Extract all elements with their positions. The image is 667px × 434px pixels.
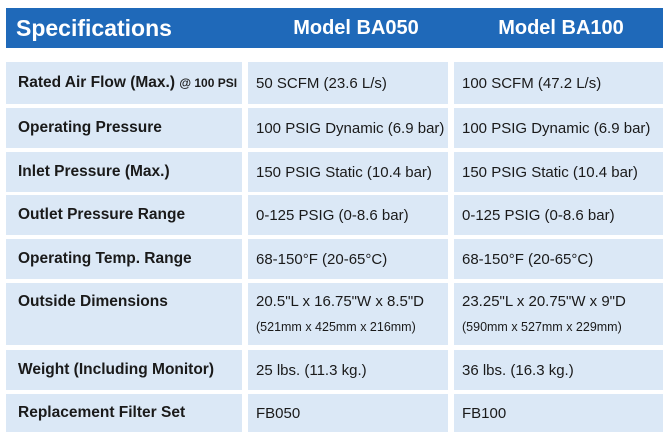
row-label-note: @ 100 PSI (179, 76, 238, 90)
cell-ba050-rated-air-flow: 50 SCFM (23.6 L/s) (248, 62, 448, 104)
cell-ba050-outlet-pressure-range: 0-125 PSIG (0-8.6 bar) (248, 195, 448, 235)
row-label-rated-air-flow: Rated Air Flow (Max.) @ 100 PSI (6, 62, 242, 104)
cell-ba050-outside-dimensions: 20.5"L x 16.75"W x 8.5"D (521mm x 425mm … (248, 283, 448, 345)
cell-ba100-outside-dimensions: 23.25"L x 20.75"W x 9"D (590mm x 527mm x… (454, 283, 663, 345)
row-label-outlet-pressure-range: Outlet Pressure Range (6, 195, 242, 235)
row-label-operating-pressure: Operating Pressure (6, 108, 242, 148)
dimensions-imperial: 23.25"L x 20.75"W x 9"D (462, 293, 626, 310)
cell-ba100-weight: 36 lbs. (16.3 kg.) (454, 350, 663, 390)
cell-ba050-inlet-pressure: 150 PSIG Static (10.4 bar) (248, 152, 448, 192)
cell-ba100-operating-temp-range: 68-150°F (20-65°C) (454, 239, 663, 279)
row-label-outside-dimensions: Outside Dimensions (6, 283, 242, 345)
table-title: Specifications (16, 15, 172, 41)
dimensions-metric: (521mm x 425mm x 216mm) (256, 320, 416, 334)
row-label-weight: Weight (Including Monitor) (6, 350, 242, 390)
cell-ba100-replacement-filter-set: FB100 (454, 394, 663, 432)
row-label-replacement-filter-set: Replacement Filter Set (6, 394, 242, 432)
cell-ba050-weight: 25 lbs. (11.3 kg.) (248, 350, 448, 390)
dimensions-imperial: 20.5"L x 16.75"W x 8.5"D (256, 293, 425, 310)
model-header-ba050: Model BA050 (293, 17, 419, 39)
row-label-text: Rated Air Flow (Max.) (18, 74, 176, 91)
row-label-operating-temp-range: Operating Temp. Range (6, 239, 242, 279)
cell-ba100-rated-air-flow: 100 SCFM (47.2 L/s) (454, 62, 663, 104)
cell-ba050-operating-temp-range: 68-150°F (20-65°C) (248, 239, 448, 279)
cell-ba100-operating-pressure: 100 PSIG Dynamic (6.9 bar) (454, 108, 663, 148)
table-header: Specifications Model BA050 Model BA100 (6, 8, 663, 48)
cell-ba100-outlet-pressure-range: 0-125 PSIG (0-8.6 bar) (454, 195, 663, 235)
model-header-ba100: Model BA100 (498, 17, 624, 39)
cell-ba050-replacement-filter-set: FB050 (248, 394, 448, 432)
cell-ba100-inlet-pressure: 150 PSIG Static (10.4 bar) (454, 152, 663, 192)
row-label-inlet-pressure: Inlet Pressure (Max.) (6, 152, 242, 192)
dimensions-metric: (590mm x 527mm x 229mm) (462, 320, 622, 334)
cell-ba050-operating-pressure: 100 PSIG Dynamic (6.9 bar) (248, 108, 448, 148)
